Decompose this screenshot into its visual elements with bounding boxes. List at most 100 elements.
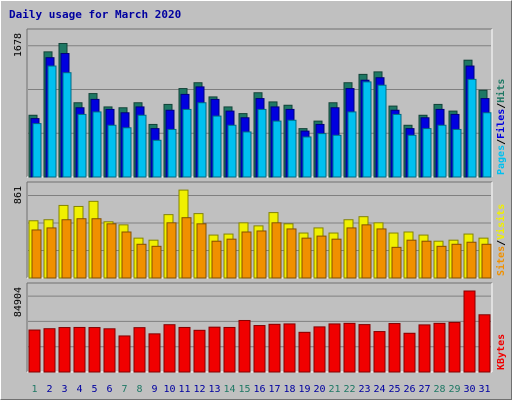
bar-kbytes-day-14 — [223, 326, 236, 373]
bar-pages-day-25 — [392, 113, 402, 178]
bar-pages-day-11 — [182, 108, 192, 178]
bar-pages-day-18 — [287, 119, 297, 178]
bar-sites-day-2 — [46, 227, 57, 279]
bar-sites-day-8 — [136, 243, 147, 279]
chart-title: Daily usage for March 2020 — [9, 8, 182, 21]
max-label: 1678 — [13, 33, 24, 57]
bar-kbytes-day-20 — [313, 326, 326, 373]
day-label-19: 19 — [298, 384, 310, 395]
bar-kbytes-day-8 — [133, 327, 146, 373]
bar-kbytes-day-10 — [163, 324, 176, 373]
bar-kbytes-day-4 — [73, 326, 86, 373]
bar-sites-day-26 — [406, 239, 417, 279]
bar-sites-day-11 — [181, 217, 192, 279]
bar-kbytes-day-27 — [418, 324, 431, 373]
bar-kbytes-day-15 — [238, 319, 251, 373]
bar-kbytes-day-26 — [403, 332, 416, 373]
legend-separator: / — [496, 240, 507, 246]
bar-sites-day-14 — [226, 238, 237, 279]
bar-kbytes-day-12 — [193, 329, 206, 373]
bar-pages-day-24 — [377, 84, 387, 178]
day-label-31: 31 — [478, 384, 490, 395]
bar-pages-day-14 — [227, 124, 237, 178]
bar-pages-day-8 — [137, 114, 147, 178]
bar-pages-day-4 — [77, 113, 87, 178]
bar-kbytes-day-21 — [328, 323, 341, 373]
bar-sites-day-18 — [286, 228, 297, 279]
day-label-11: 11 — [178, 384, 190, 395]
bar-kbytes-day-25 — [388, 323, 401, 373]
legend-separator: / — [496, 103, 507, 109]
max-label: 861 — [13, 186, 24, 204]
day-label-17: 17 — [268, 384, 280, 395]
legend-hits: Hits — [495, 79, 507, 103]
legend: KBytes — [496, 334, 507, 370]
day-label-20: 20 — [313, 384, 325, 395]
bar-kbytes-day-22 — [343, 322, 356, 373]
day-label-18: 18 — [283, 384, 295, 395]
day-label-7: 7 — [121, 384, 127, 395]
day-label-5: 5 — [91, 384, 97, 395]
bar-sites-day-20 — [316, 235, 327, 279]
bar-pages-day-5 — [92, 111, 102, 178]
bar-pages-day-6 — [107, 124, 117, 178]
day-label-12: 12 — [193, 384, 205, 395]
bar-pages-day-30 — [467, 78, 477, 178]
day-label-23: 23 — [358, 384, 370, 395]
legend-files: Files — [495, 109, 507, 139]
bar-pages-day-7 — [122, 127, 132, 178]
bar-sites-day-1 — [31, 229, 42, 279]
legend-sites: Sites — [495, 246, 507, 276]
bar-kbytes-day-30 — [463, 290, 476, 373]
bar-kbytes-day-13 — [208, 326, 221, 373]
bar-kbytes-day-2 — [43, 328, 56, 373]
bar-sites-day-30 — [466, 241, 477, 279]
bar-pages-day-27 — [422, 128, 432, 178]
bar-kbytes-day-9 — [148, 333, 161, 373]
day-label-14: 14 — [223, 384, 235, 395]
bar-sites-day-9 — [151, 245, 162, 279]
bar-sites-day-4 — [76, 218, 87, 279]
day-label-28: 28 — [433, 384, 445, 395]
bar-kbytes-day-7 — [118, 335, 131, 373]
bar-sites-day-23 — [361, 224, 372, 279]
bar-sites-day-3 — [61, 219, 72, 279]
day-label-10: 10 — [163, 384, 175, 395]
bar-sites-day-6 — [106, 223, 117, 279]
bar-pages-day-17 — [272, 120, 282, 178]
bar-sites-day-16 — [256, 230, 267, 279]
day-label-4: 4 — [76, 384, 82, 395]
bar-kbytes-day-18 — [283, 323, 296, 373]
bar-pages-day-3 — [62, 72, 72, 178]
max-label: 84904 — [13, 287, 24, 317]
day-label-3: 3 — [61, 384, 67, 395]
day-label-27: 27 — [418, 384, 430, 395]
bar-pages-day-28 — [437, 124, 447, 178]
day-label-25: 25 — [388, 384, 400, 395]
legend-separator: / — [496, 139, 507, 145]
day-label-1: 1 — [31, 384, 37, 395]
bar-sites-day-7 — [121, 231, 132, 279]
day-label-26: 26 — [403, 384, 415, 395]
legend-kbytes: KBytes — [496, 334, 507, 370]
bar-kbytes-day-5 — [88, 327, 101, 373]
bar-pages-day-31 — [482, 112, 492, 178]
day-label-15: 15 — [238, 384, 250, 395]
day-label-21: 21 — [328, 384, 340, 395]
day-label-9: 9 — [151, 384, 157, 395]
bar-kbytes-day-17 — [268, 323, 281, 373]
day-label-29: 29 — [448, 384, 460, 395]
bar-pages-day-29 — [452, 128, 462, 178]
bar-pages-day-21 — [332, 134, 342, 178]
day-label-13: 13 — [208, 384, 220, 395]
bar-kbytes-day-16 — [253, 325, 266, 373]
bar-sites-day-19 — [301, 237, 312, 279]
bar-kbytes-day-28 — [433, 322, 446, 373]
bar-sites-day-28 — [436, 245, 447, 279]
bar-pages-day-2 — [47, 65, 57, 178]
legend-visits: Visits — [495, 204, 507, 240]
bar-kbytes-day-29 — [448, 321, 461, 373]
bar-sites-day-24 — [376, 228, 387, 279]
bar-pages-day-26 — [407, 134, 417, 178]
bar-sites-day-27 — [421, 240, 432, 279]
